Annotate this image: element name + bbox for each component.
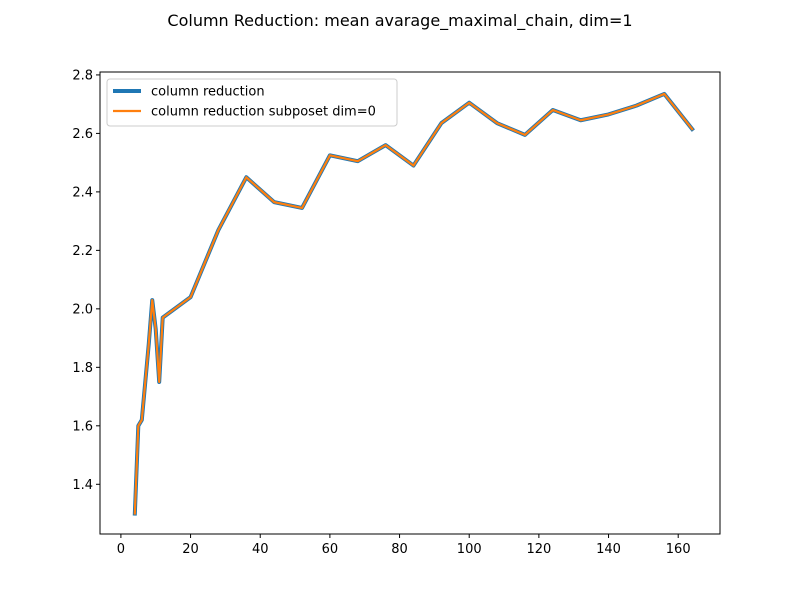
x-tick-label: 160	[666, 542, 691, 557]
x-tick-label: 0	[117, 542, 125, 557]
y-tick-label: 1.8	[72, 361, 93, 376]
x-tick-label: 140	[596, 542, 621, 557]
x-axis: 0 20 40 60 80 100 120 140 160	[117, 534, 691, 557]
y-tick-label: 2.6	[72, 127, 93, 142]
series-layer	[132, 91, 695, 516]
y-tick-label: 2.0	[72, 302, 93, 317]
legend-box	[106, 78, 398, 127]
series-line-2	[133, 92, 694, 515]
y-tick-label: 1.4	[72, 478, 93, 493]
chart-title: Column Reduction: mean avarage_maximal_c…	[167, 11, 632, 31]
x-tick-label: 120	[526, 542, 551, 557]
y-tick-label: 2.2	[72, 244, 93, 259]
axes-frame	[99, 71, 721, 535]
legend: column reduction column reduction subpose…	[106, 78, 398, 127]
y-tick-label: 2.8	[72, 68, 93, 83]
x-tick-label: 100	[457, 542, 482, 557]
legend-label-1: column reduction	[151, 85, 265, 100]
y-axis: 1.4 1.6 1.8 2.0 2.2 2.4 2.6 2.8	[72, 68, 100, 493]
y-tick-label: 1.6	[72, 419, 93, 434]
legend-label-2: column reduction subposet dim=0	[151, 105, 376, 120]
x-tick-label: 40	[252, 542, 269, 557]
x-tick-label: 80	[391, 542, 408, 557]
x-tick-label: 20	[182, 542, 199, 557]
x-tick-label: 60	[322, 542, 339, 557]
y-tick-label: 2.4	[72, 185, 93, 200]
